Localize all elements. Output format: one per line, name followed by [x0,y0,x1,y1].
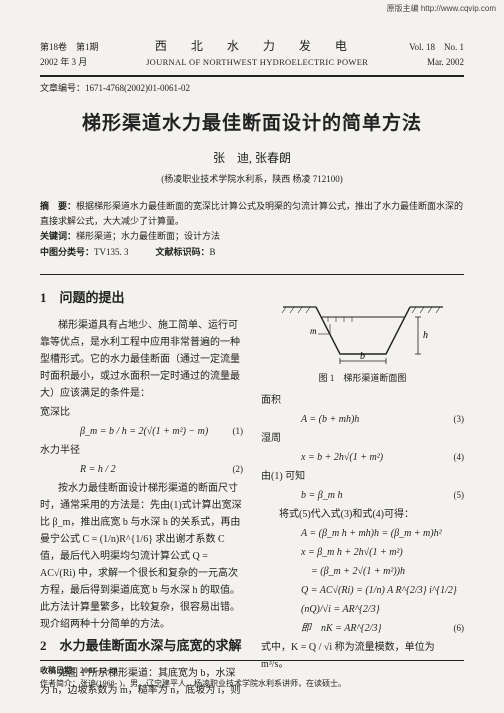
authors: 张 迪, 张春朗 [40,149,464,166]
section-2-heading: 2 水力最佳断面水深与底宽的求解 [40,635,243,657]
eq4-num: (4) [454,450,465,465]
journal-header: 第18卷 第1期 西 北 水 力 发 电 Vol. 18 No. 1 2002 … [40,38,464,69]
doc-id: 文章编号：1671-4768(2002)01-0061-02 [40,81,464,94]
figure-1: h b m [261,289,464,386]
rule-thick [40,75,464,77]
label-beta: 宽深比 [40,404,243,421]
label-area: 面积 [261,392,464,409]
eqx2: = (β_m + 2√(1 + m²))h [301,563,405,580]
svg-text:h: h [423,330,428,341]
right-p-sub: 将式(5)代入式(3)和式(4)可得： [261,506,464,523]
fig1-caption: 图 1 梯形渠道断面图 [261,371,464,386]
clc-label: 中图分类号： [40,247,94,257]
eqQ: Q = AC√(Ri) = (1/n) A R^{2/3} i^{1/2} [301,582,457,599]
eq5-num: (5) [454,488,465,503]
abstract-block: 摘 要：根据梯形渠道水力最佳断面的宽深比计算公式及明渠的匀流计算公式，推出了水力… [40,199,464,260]
date-en: Mar. 2002 [427,56,464,69]
abstract-text: 根据梯形渠道水力最佳断面的宽深比计算公式及明渠的匀流计算公式，推出了水力最佳断面… [40,201,463,226]
rule-sep [40,274,464,275]
eqQn: (nQ)/√i = AR^{2/3} [301,601,380,618]
sec1-p1: 梯形渠道具有占地少、施工简单、运行可靠等优点，是水利工程中应用非常普遍的一种型槽… [40,317,243,402]
left-column: 1 问题的提出 梯形渠道具有占地少、施工简单、运行可靠等优点，是水利工程中应用非… [40,287,243,701]
eq4: x = b + 2h√(1 + m²) [301,449,383,466]
eq3-num: (3) [454,412,465,427]
eqx: x = β_m h + 2h√(1 + m²) [301,544,403,561]
eq6: 即 nK = AR^{2/3} [301,620,381,637]
vol-issue-en: Vol. 18 No. 1 [409,41,464,54]
label-by1: 由(1) 可知 [261,468,464,485]
date-cn: 2002 年 3 月 [40,56,87,69]
eq6-num: (6) [454,621,465,636]
footer: 收稿日期：2001-12-28 作者简介：张迪(1968- )，男，辽宁建平人，… [40,660,464,691]
doccode-value: B [210,247,216,257]
journal-title-en: JOURNAL OF NORTHWEST HYDROELECTRIC POWER [146,57,368,69]
eqA: A = (β_m h + mh)h = (β_m + m)h² [301,525,442,542]
recv-date: 收稿日期：2001-12-28 [40,666,117,675]
affiliation: (杨凌职业技术学院水利系，陕西 杨凌 712100) [40,172,464,185]
eq1: β_m = b / h = 2(√(1 + m²) − m) [80,423,208,440]
keywords-text: 梯形渠道；水力最佳断面；设计方法 [76,231,220,241]
eq3: A = (b + mh)h [301,411,359,428]
keywords-label: 关键词： [40,231,76,241]
right-column: h b m [261,287,464,701]
paper-title: 梯形渠道水力最佳断面设计的简单方法 [40,108,464,135]
abstract-label: 摘 要： [40,201,76,211]
svg-text:m: m [310,326,317,336]
vol-issue-cn: 第18卷 第1期 [40,41,99,54]
eq5: b = β_m h [301,487,342,504]
svg-text:b: b [360,351,365,362]
label-wet: 湿周 [261,430,464,447]
journal-title-cn: 西 北 水 力 发 电 [155,38,353,55]
eq1-num: (1) [233,424,244,439]
source-url: 原版主编 http://www.cqvip.com [387,3,496,14]
sec1-p2: 按水力最佳断面设计梯形渠道的断面尺寸时，通常采用的方法是：先由(1)式计算出宽深… [40,480,243,633]
eq2-num: (2) [233,462,244,477]
eq2: R = h / 2 [80,461,116,478]
doccode-label: 文献标识码： [156,247,210,257]
clc-value: TV135. 3 [94,247,129,257]
section-1-heading: 1 问题的提出 [40,287,243,309]
label-R: 水力半径 [40,442,243,459]
author-bio: 作者简介：张迪(1968- )，男，辽宁建平人，杨凌职业技术学院水利系讲师，在读… [40,678,464,691]
